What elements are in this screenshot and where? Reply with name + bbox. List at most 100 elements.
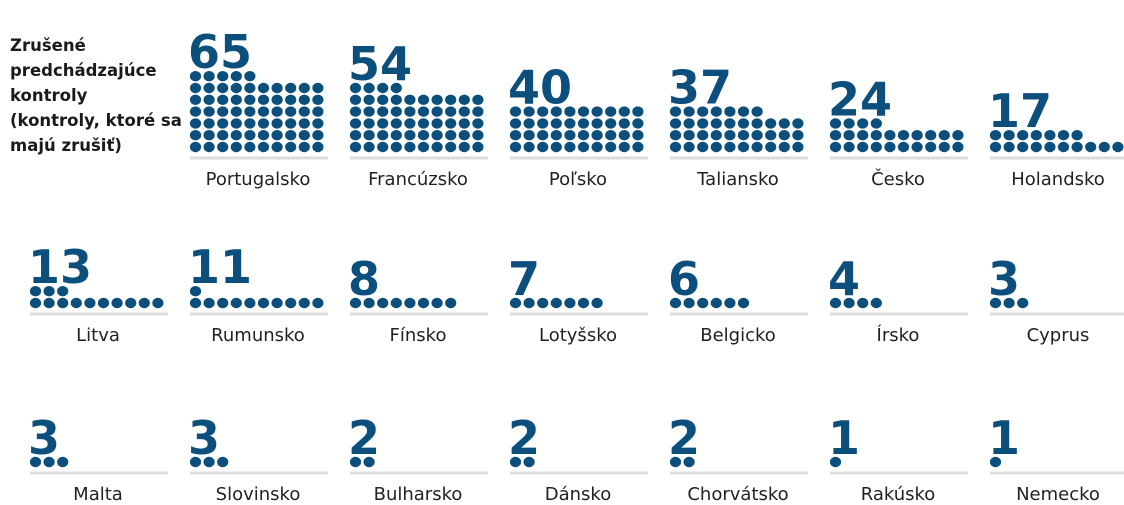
dot <box>445 141 457 153</box>
dot <box>244 82 256 94</box>
value-label: 2 <box>508 411 540 465</box>
dot <box>203 94 215 106</box>
dot <box>244 106 256 117</box>
dot <box>737 130 750 141</box>
dot-group <box>829 118 964 153</box>
dot <box>312 82 324 94</box>
dot <box>564 141 576 153</box>
dot <box>683 456 695 468</box>
dot <box>312 141 324 153</box>
dot-group <box>509 456 535 468</box>
value-label: 7 <box>508 252 540 306</box>
dot <box>57 286 69 297</box>
dot <box>632 141 644 153</box>
dot <box>189 106 202 117</box>
dot <box>230 106 242 117</box>
dot <box>523 118 535 129</box>
dot <box>189 286 202 297</box>
dot <box>523 141 535 153</box>
dot <box>778 130 790 141</box>
dot <box>298 130 310 141</box>
dot-group <box>989 130 1124 153</box>
category-label: Slovinsko <box>216 484 301 505</box>
dot <box>417 94 430 106</box>
dot <box>669 106 682 117</box>
dot <box>203 71 215 82</box>
dot <box>417 141 430 153</box>
dot-group <box>669 106 804 153</box>
dot <box>97 297 110 309</box>
dot <box>697 106 709 117</box>
dot <box>285 106 297 117</box>
dot-group <box>829 456 842 468</box>
value-label: 65 <box>188 25 252 79</box>
dot <box>591 141 603 153</box>
dot <box>911 141 923 153</box>
dot <box>1044 141 1056 153</box>
dot <box>363 106 375 117</box>
dot <box>857 141 869 153</box>
dot <box>390 141 402 153</box>
dot <box>431 94 443 106</box>
dot <box>377 118 389 129</box>
dot <box>390 130 402 141</box>
dot <box>271 82 283 94</box>
value-label: 1 <box>988 411 1020 465</box>
dot <box>417 130 430 141</box>
dot <box>751 130 763 141</box>
dot <box>298 118 310 129</box>
dot <box>523 297 535 309</box>
dot <box>843 118 855 129</box>
dot <box>697 141 709 153</box>
category-label: Cyprus <box>1027 325 1090 346</box>
dot <box>669 141 682 153</box>
dot <box>431 141 443 153</box>
dot <box>257 297 270 309</box>
category-label: Írsko <box>877 324 920 346</box>
dot-group <box>29 286 164 309</box>
dot <box>724 118 736 129</box>
dot <box>925 130 937 141</box>
dot <box>29 286 42 297</box>
dot <box>390 118 402 129</box>
dot <box>189 130 202 141</box>
dot-group <box>29 456 69 468</box>
dot <box>257 141 270 153</box>
dot <box>829 141 842 153</box>
dot <box>349 106 362 117</box>
dot <box>458 118 470 129</box>
dot <box>669 297 682 309</box>
category-label: Francúzsko <box>368 169 468 190</box>
dot <box>217 82 229 94</box>
dot <box>591 130 603 141</box>
dot <box>509 456 522 468</box>
dot <box>203 106 215 117</box>
value-label: 17 <box>988 84 1052 138</box>
dot <box>537 297 549 309</box>
dot <box>618 130 630 141</box>
chart-title: Zrušené predchádzajúce kontroly (kontrol… <box>10 36 182 155</box>
dot <box>57 456 69 468</box>
dot-group <box>349 297 457 309</box>
dot <box>523 106 535 117</box>
dot <box>244 141 256 153</box>
dot <box>938 130 950 141</box>
dot <box>472 130 484 141</box>
dot <box>57 297 69 309</box>
dot <box>349 82 362 94</box>
dot <box>230 71 242 82</box>
dot <box>683 141 695 153</box>
dot <box>43 297 55 309</box>
dot <box>537 106 549 117</box>
dot <box>751 141 763 153</box>
dot <box>792 141 804 153</box>
dot <box>577 141 590 153</box>
dot <box>829 297 842 309</box>
dot <box>724 141 736 153</box>
dot <box>697 297 709 309</box>
dot-group <box>189 286 324 309</box>
dot <box>271 297 283 309</box>
value-label: 1 <box>828 411 860 465</box>
dot <box>843 297 855 309</box>
dot <box>683 106 695 117</box>
